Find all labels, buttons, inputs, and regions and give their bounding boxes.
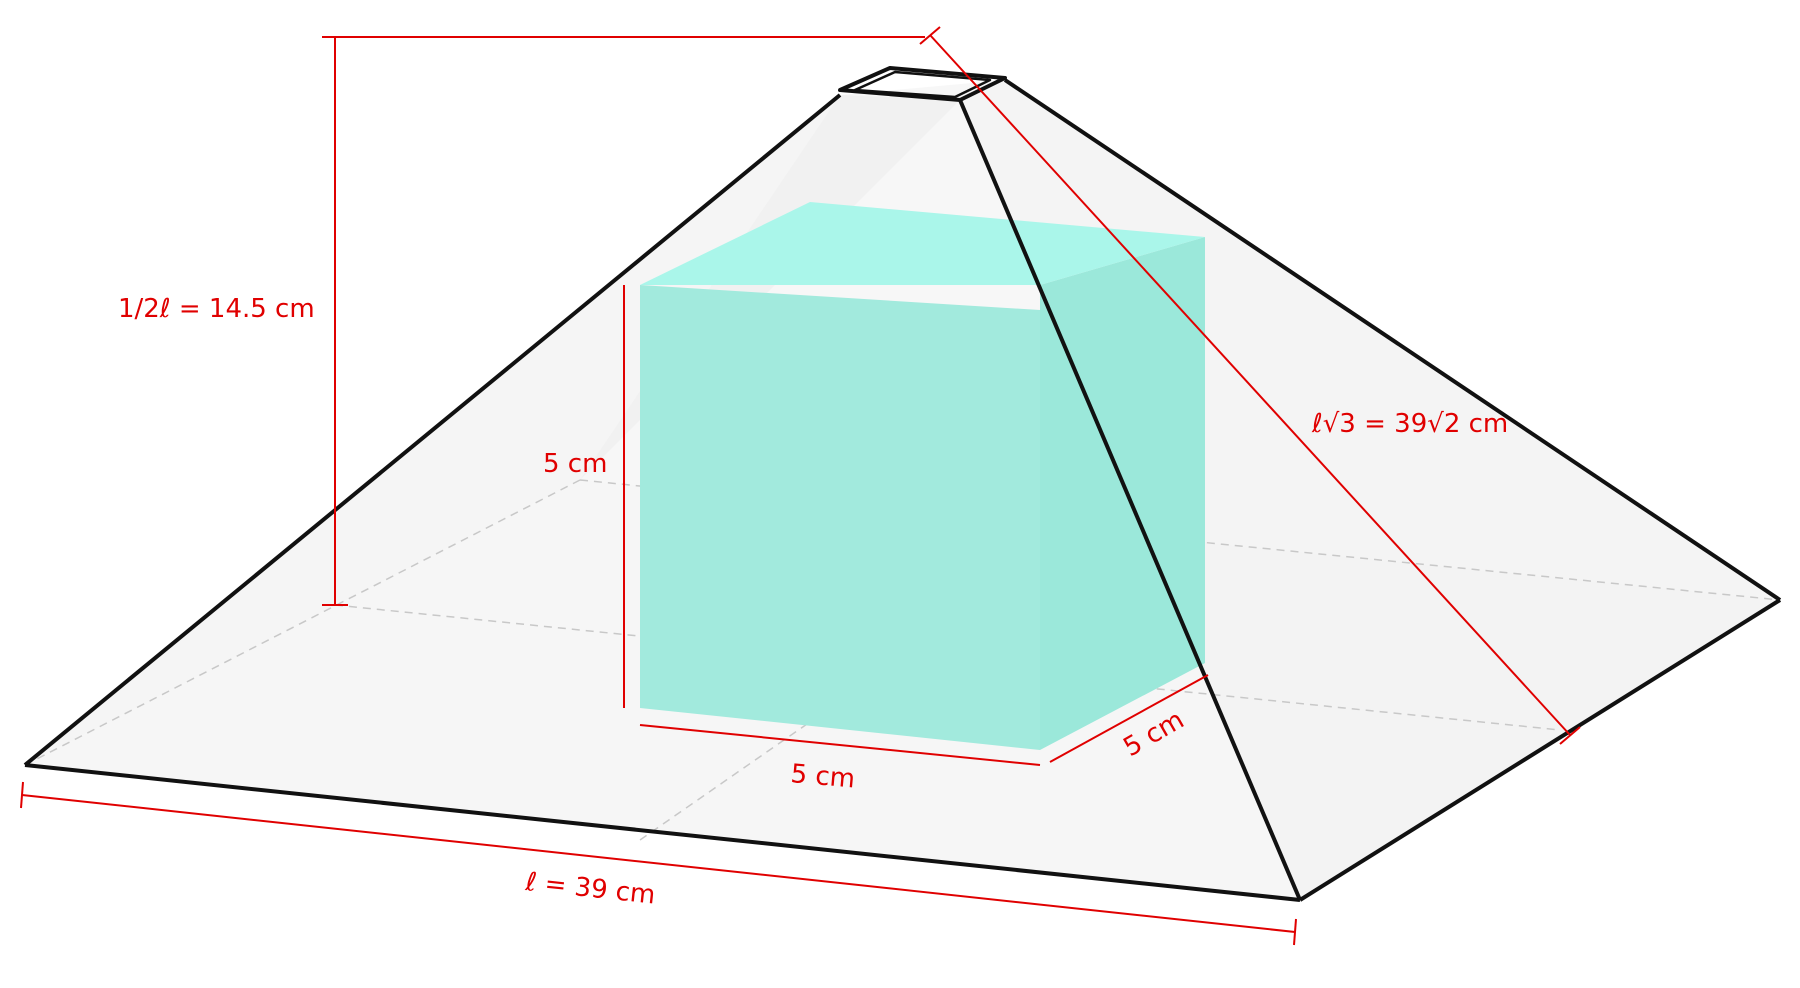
- cube-width-label: 5 cm: [789, 759, 856, 795]
- slant-label: ℓ√3 = 39√2 cm: [1311, 409, 1508, 439]
- slant-dimension-line: [929, 34, 1571, 736]
- cube-right-face: [1040, 237, 1205, 750]
- slant-dimension-top-tick: [919, 26, 941, 45]
- base-dimension-left-tick: [20, 781, 24, 809]
- cube-top-face: [640, 202, 1205, 285]
- edge-left-lateral: [23, 93, 842, 767]
- slant-dimension-bottom-tick: [1559, 726, 1581, 745]
- edge-front-lateral: [958, 99, 1302, 901]
- dimension-lines: [20, 26, 1581, 946]
- pyramid-top-inner: [853, 70, 992, 99]
- hidden-edge-left-back: [24, 479, 581, 766]
- cube-front-face: [640, 285, 1040, 750]
- hidden-center-line: [639, 714, 821, 841]
- cube-height-label: 5 cm: [543, 449, 607, 479]
- height-label: 1/2ℓ = 14.5 cm: [118, 294, 315, 324]
- base-label: ℓ = 39 cm: [523, 867, 656, 911]
- cube: [640, 202, 1205, 750]
- pyramid-edges: [23, 66, 1782, 902]
- cube-depth-dimension-line: [1049, 674, 1209, 763]
- edge-right-lateral: [1003, 78, 1782, 602]
- cube-width-dimension-line: [639, 724, 1041, 766]
- edge-front-base: [24, 763, 1301, 902]
- hidden-height-foot: [334, 604, 1561, 731]
- base-dimension-line: [21, 794, 1296, 933]
- edge-right-base: [1298, 598, 1782, 902]
- pyramid-top-outer: [838, 66, 1007, 102]
- base-dimension-right-tick: [1293, 918, 1297, 946]
